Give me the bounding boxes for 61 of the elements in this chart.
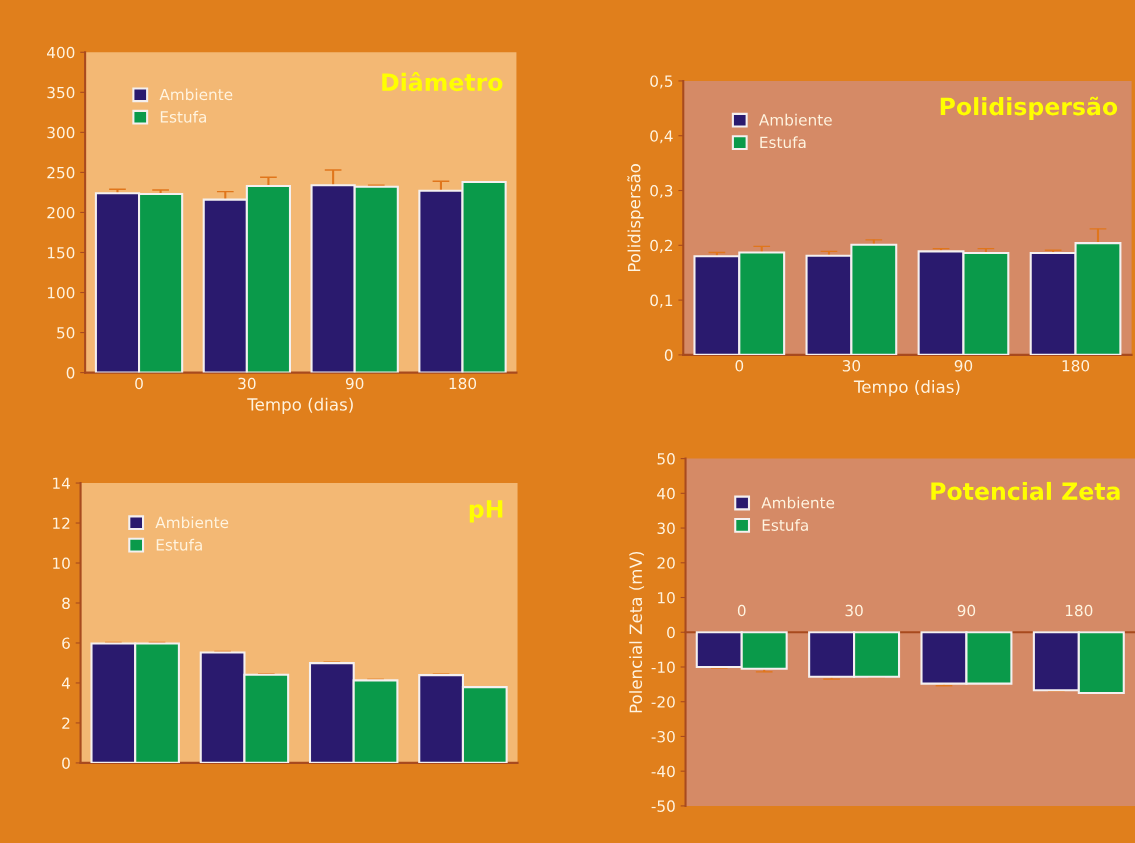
y-tick-label: 4 [61,677,71,689]
y-tick-label: -50 [651,800,675,812]
x-tick-label: 180 [449,377,477,390]
y-tick-label: -30 [651,730,675,743]
x-tick-label: 30 [845,604,863,617]
y-tick-label: 0,3 [650,184,673,199]
x-tick-label: 90 [954,360,973,372]
y-tick-label: 0 [667,626,675,639]
text: Diâmetro [382,71,503,92]
text: Potencial Zeta [931,481,1120,501]
x-tick-label: 180 [1062,360,1090,372]
y-tick-label: 20 [657,557,675,569]
legend-label: Ambiente [761,496,835,509]
x-tick-label: 0 [737,604,746,617]
y-tick-label: 0 [62,757,70,769]
y-tick-label: 0,4 [650,130,673,144]
x-tick-label: 30 [842,360,861,372]
y-tick-label: 0,2 [650,239,673,253]
y-tick-label: 200 [47,206,75,219]
x-tick-label: 90 [957,604,976,617]
y-tick-label: 50 [657,453,675,465]
x-tick-label: 90 [345,377,364,390]
y-tick-label: 350 [47,86,75,99]
y-tick-label: 10 [53,557,70,570]
x-axis-title: Tempo (dias) [853,380,960,397]
y-tick-label: 40 [657,487,675,500]
y-tick-label: 0,1 [650,294,673,308]
y-tick-label: -10 [651,661,675,673]
legend-label: Estufa [762,519,808,531]
y-axis-title: Polidispersão [627,164,644,272]
x-tick-label: 30 [238,377,256,390]
legend-label: Estufa [760,136,806,149]
x-tick-label: 0 [735,360,744,372]
y-tick-label: 14 [53,477,71,489]
y-tick-label: 0 [664,349,673,361]
y-tick-label: 100 [47,286,75,299]
y-tick-label: -40 [651,765,675,778]
x-axis-title: Tempo (dias) [247,397,353,414]
y-tick-label: 2 [62,717,70,729]
y-tick-label: 6 [62,637,70,649]
x-tick-label: 0 [135,377,143,390]
legend-label: Ambiente [758,113,832,126]
x-tick-label: 180 [1065,604,1093,617]
y-tick-label: 400 [46,46,75,59]
y-axis-title: Polencial Zeta (mV) [629,551,645,713]
y-tick-label: -20 [651,696,675,708]
y-tick-label: 12 [53,517,70,529]
legend-label: Ambiente [159,88,233,101]
y-tick-label: 0,5 [650,75,673,89]
y-tick-label: 30 [657,522,675,535]
legend-label: Estufa [156,538,202,551]
legend-label: Estufa [160,110,206,123]
y-tick-label: 10 [658,591,675,604]
text: pH [469,500,503,523]
text: Polidispersão [940,96,1118,120]
legend-label: Ambiente [155,516,229,529]
y-tick-label: 50 [57,327,75,339]
y-tick-label: 300 [47,126,75,139]
y-tick-label: 250 [47,166,75,179]
y-tick-label: 8 [62,597,70,610]
y-tick-label: 150 [47,246,75,259]
